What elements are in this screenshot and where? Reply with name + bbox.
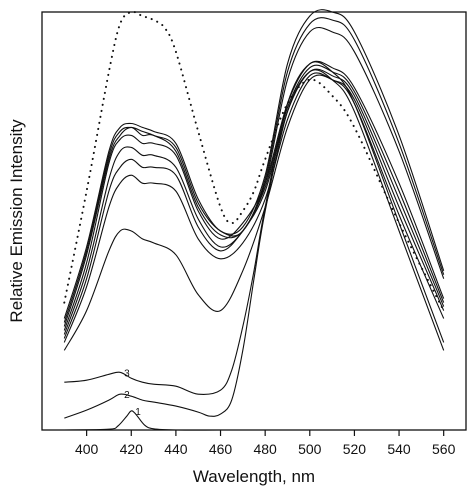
series-layer: [63, 9, 445, 431]
x-tick-label: 460: [209, 441, 233, 457]
series-line-trace-9: [63, 26, 445, 327]
x-axis-ticks: 400 420 440 460 480 500 520 540 560: [75, 430, 456, 457]
series-annotation-label: 2: [124, 390, 130, 401]
series-line-trace-2: [64, 69, 445, 419]
x-tick-label: 480: [253, 441, 277, 457]
x-tick-label: 420: [120, 441, 144, 457]
x-tick-label: 500: [298, 441, 322, 457]
series-line-trace-7: [63, 64, 445, 335]
series-line-trace-6: [63, 68, 445, 339]
x-tick-label: 560: [432, 441, 456, 457]
series-line-trace-8: [63, 60, 445, 331]
x-tick-label: 520: [343, 441, 367, 457]
annotation-layer: 12 3: [124, 368, 141, 418]
x-axis-label: Wavelength, nm: [193, 467, 315, 486]
y-axis-label: Relative Emission Intensity: [7, 119, 26, 323]
series-line-trace-1: [64, 410, 444, 431]
plot-frame: [41, 11, 467, 431]
x-tick-label: 440: [164, 441, 188, 457]
series-line-trace-11: [63, 9, 445, 319]
series-annotation-label: 1: [135, 407, 141, 418]
series-line-trace-4: [63, 74, 445, 351]
x-tick-label: 540: [387, 441, 411, 457]
series-line-trace-5: [63, 72, 445, 343]
x-tick-label: 400: [75, 441, 99, 457]
series-annotation-label: 3: [124, 368, 130, 379]
